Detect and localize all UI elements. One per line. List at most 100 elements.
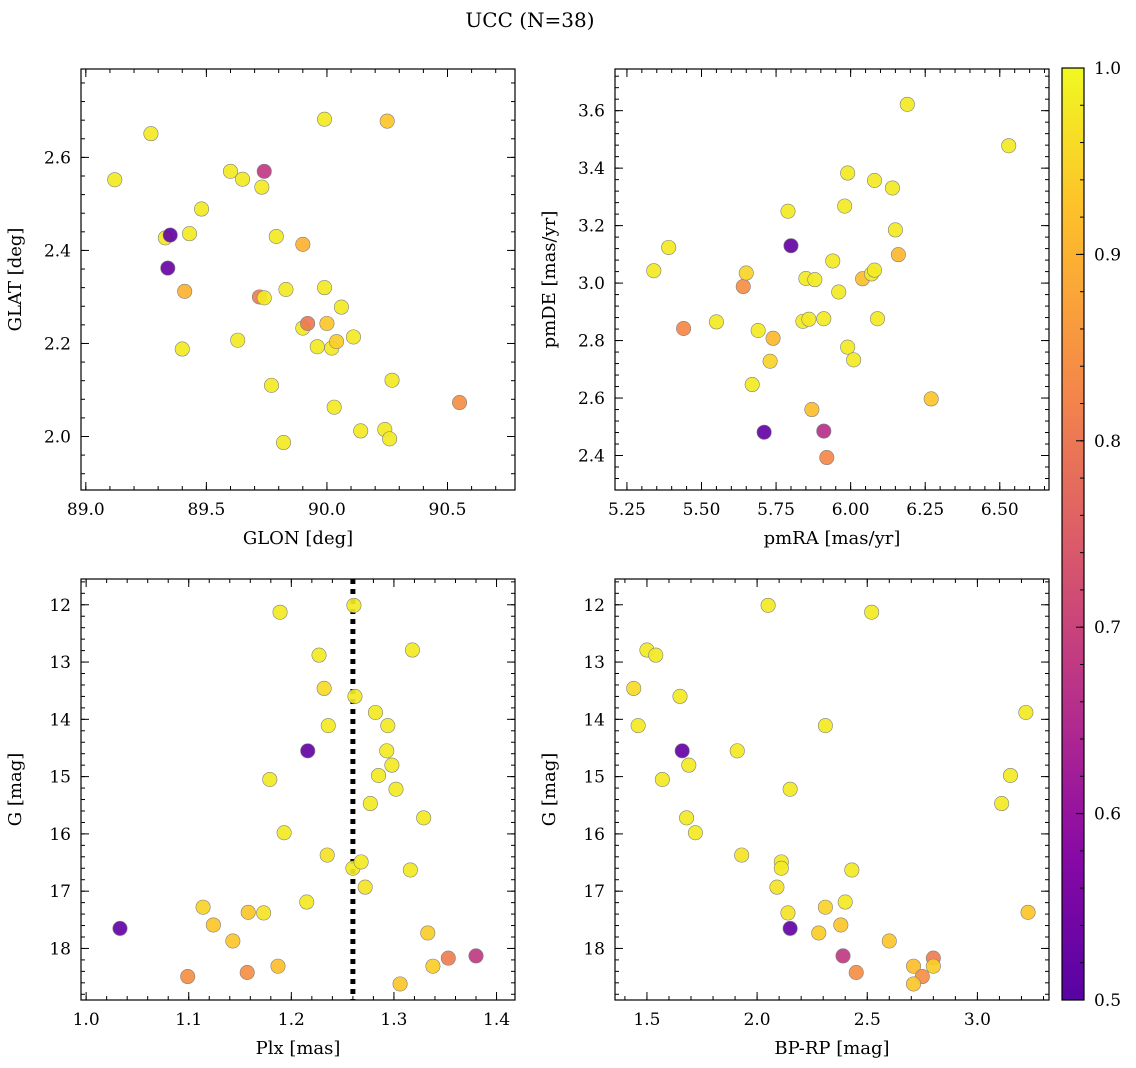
data-point <box>782 920 798 936</box>
y-tick-label: 2.6 <box>44 148 71 168</box>
data-point <box>848 965 864 981</box>
data-point <box>817 899 833 915</box>
data-point <box>833 917 849 933</box>
data-point <box>143 126 159 142</box>
axis-ticks <box>81 69 515 490</box>
axis-ticks <box>615 69 1049 491</box>
data-point <box>346 597 362 613</box>
data-point <box>268 228 284 244</box>
data-point <box>819 450 835 466</box>
data-point <box>384 757 400 773</box>
data-point <box>425 958 441 974</box>
data-point <box>162 227 178 243</box>
data-point <box>831 284 847 300</box>
data-point <box>235 171 251 187</box>
data-point <box>825 253 841 269</box>
y-tick-label: 2.8 <box>578 332 605 352</box>
data-point <box>780 905 796 921</box>
data-point <box>867 173 883 189</box>
colorbar-tick-label: 0.8 <box>1094 432 1121 452</box>
data-point <box>309 339 325 355</box>
colorbar: 0.5 0.6 0.7 0.8 0.9 1.0 <box>1061 59 1121 1011</box>
data-point <box>230 332 246 348</box>
data-point <box>840 339 856 355</box>
data-point <box>780 203 796 219</box>
data-point <box>270 958 286 974</box>
data-point <box>262 771 278 787</box>
data-point <box>994 796 1010 812</box>
y-tick-label: 18 <box>583 939 605 959</box>
data-points <box>107 111 468 451</box>
data-point <box>420 925 436 941</box>
data-point <box>317 111 333 127</box>
x-tick-label: 1.1 <box>175 1010 202 1030</box>
data-point <box>765 330 781 346</box>
x-tick-label: 1.5 <box>633 1010 660 1030</box>
panel-plx: 1.0 1.1 1.2 1.3 1.4 12 13 14 15 16 17 18 Plx [mas] G … <box>5 578 516 1059</box>
y-axis-label: pmDE [mas/yr] <box>539 211 560 349</box>
data-point <box>887 222 903 238</box>
colorbar-tick-label: 0.6 <box>1094 805 1121 825</box>
data-point <box>160 260 176 276</box>
data-point <box>254 179 270 195</box>
data-point <box>661 239 677 255</box>
x-axis-label: GLON [deg] <box>243 528 353 549</box>
data-point <box>174 341 190 357</box>
data-point <box>225 933 241 949</box>
y-tick-label: 3.4 <box>578 159 605 179</box>
data-point <box>311 647 327 663</box>
data-point <box>923 391 939 407</box>
data-point <box>182 226 198 242</box>
x-tick-label: 2.5 <box>854 1010 881 1030</box>
data-point <box>769 879 785 895</box>
y-tick-label: 14 <box>583 710 605 730</box>
y-tick-label: 13 <box>583 653 605 673</box>
data-point <box>783 238 799 254</box>
data-point <box>735 279 751 295</box>
data-point <box>404 642 420 658</box>
data-point <box>295 236 311 252</box>
y-tick-label: 3.0 <box>578 274 605 294</box>
data-point <box>681 757 697 773</box>
data-point <box>402 862 418 878</box>
colorbar-tick-label: 1.0 <box>1094 59 1121 79</box>
data-point <box>333 299 349 315</box>
axis-ticks <box>81 579 515 1000</box>
colorbar-tick-label: 0.9 <box>1094 245 1121 265</box>
y-tick-label: 15 <box>583 768 605 788</box>
data-point <box>782 781 798 797</box>
data-point <box>319 315 335 331</box>
data-point <box>276 435 292 451</box>
x-tick-label: 90.0 <box>308 500 346 520</box>
axis-ticks <box>615 579 1049 1000</box>
x-tick-label: 6.00 <box>832 500 870 520</box>
y-tick-label: 2.6 <box>578 389 605 409</box>
data-point <box>729 743 745 759</box>
data-point <box>276 825 292 841</box>
x-tick-label: 1.4 <box>483 1010 510 1030</box>
x-tick-label: 5.25 <box>608 500 646 520</box>
data-point <box>384 372 400 388</box>
data-point <box>379 743 395 759</box>
data-point <box>906 976 922 992</box>
figure-title: UCC (N=38) <box>465 8 594 32</box>
data-point <box>807 272 823 288</box>
data-point <box>626 680 642 696</box>
x-axis-label: pmRA [mas/yr] <box>764 528 901 549</box>
plot-frame <box>80 578 516 1001</box>
data-point <box>750 323 766 339</box>
y-tick-label: 2.4 <box>578 447 605 467</box>
data-point <box>299 894 315 910</box>
data-point <box>256 163 272 179</box>
data-point <box>816 311 832 327</box>
data-point <box>869 311 885 327</box>
panel-pm: 5.25 5.50 5.75 6.00 6.25 6.50 2.4 2.6 2.8 3.0 3.2 3… <box>539 68 1050 549</box>
data-points <box>646 96 1017 466</box>
x-axis-label: BP-RP [mag] <box>774 1038 889 1059</box>
data-point <box>676 320 692 336</box>
data-point <box>773 860 789 876</box>
data-point <box>1001 138 1017 154</box>
x-tick-label: 6.25 <box>906 500 944 520</box>
data-point <box>107 172 123 188</box>
data-point <box>687 825 703 841</box>
